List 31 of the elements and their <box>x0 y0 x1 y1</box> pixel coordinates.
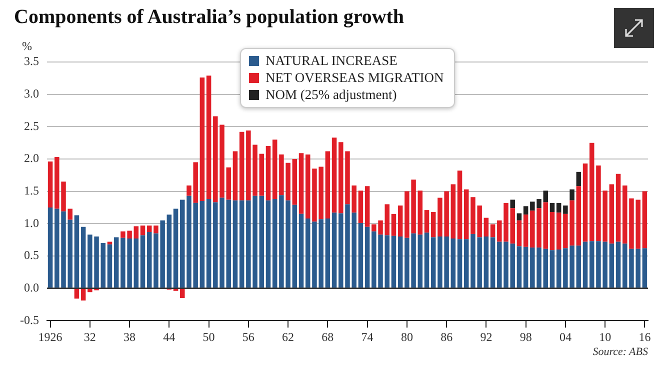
x-tick-label: 80 <box>400 330 413 344</box>
legend-label: NATURAL INCREASE <box>264 52 398 69</box>
x-tick-label: 92 <box>480 330 492 344</box>
x-tick-label: 50 <box>202 330 215 344</box>
x-tick-label: 98 <box>520 330 532 344</box>
y-tick-label: 0.5 <box>24 248 39 262</box>
y-tick-label: 2.0 <box>24 151 39 166</box>
x-tick-label: 1926 <box>38 330 62 344</box>
y-tick-label: 1.0 <box>24 216 39 230</box>
source-note: Source: ABS <box>592 346 648 358</box>
chart-title: Components of Australia’s population growth <box>14 6 404 29</box>
y-tick-label: -0.5 <box>20 312 39 327</box>
x-tick-label: 56 <box>242 330 254 344</box>
x-tick-label: 62 <box>282 330 294 344</box>
x-tick-label: 86 <box>440 330 453 344</box>
x-tick-label: 32 <box>84 330 96 344</box>
y-axis-title: % <box>22 39 32 53</box>
x-tick-label: 44 <box>163 330 176 344</box>
x-tick-label: 74 <box>361 330 374 344</box>
x-tick-label: 16 <box>638 330 651 344</box>
x-tick-label: 04 <box>559 330 572 344</box>
y-tick-label: 2.5 <box>24 118 39 133</box>
y-tick-label: 3.5 <box>24 54 39 68</box>
x-tick-label: 10 <box>599 330 612 344</box>
y-tick-label: 0.0 <box>24 280 39 294</box>
y-tick-label: 1.5 <box>24 183 39 198</box>
x-tick-label: 68 <box>322 330 334 344</box>
x-tick-label: 38 <box>124 330 136 344</box>
legend-label: NOM (25% adjustment) <box>264 86 398 103</box>
legend-label: NET OVERSEAS MIGRATION <box>264 69 444 86</box>
y-tick-label: 3.0 <box>24 86 39 100</box>
